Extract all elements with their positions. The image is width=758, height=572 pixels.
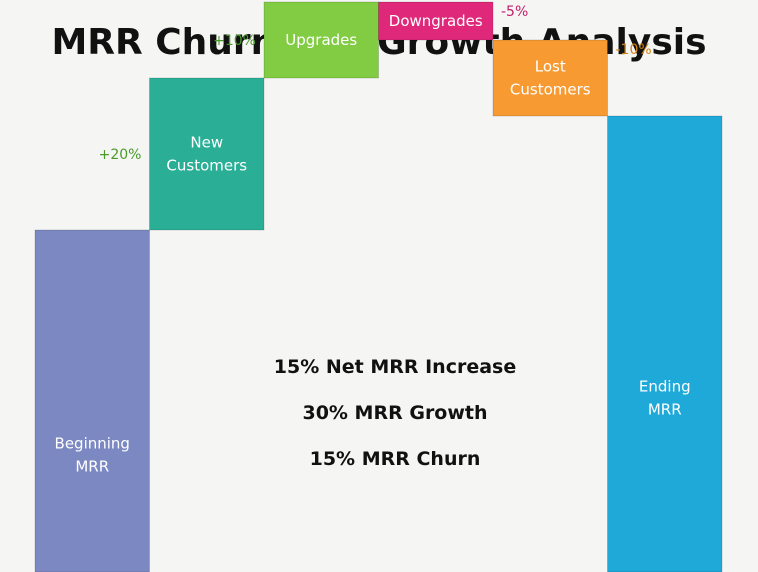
pct-label: -5% — [501, 4, 528, 20]
pct-label: +20% — [99, 147, 142, 163]
summary-growth: 30% MRR Growth — [302, 402, 488, 424]
bar-label: Ending — [639, 378, 691, 396]
summary-block: 15% Net MRR Increase 30% MRR Growth 15% … — [230, 350, 560, 488]
bar-new-customers — [149, 77, 265, 231]
bar-label: New — [190, 134, 223, 152]
pct-label: +10% — [213, 33, 256, 49]
bar-label: MRR — [75, 458, 109, 476]
bar-label: Beginning — [55, 435, 130, 453]
bar-upgrades — [263, 1, 379, 79]
bar-label: Downgrades — [389, 12, 483, 30]
bar-beginning-mrr — [34, 229, 150, 572]
summary-net-increase: 15% Net MRR Increase — [273, 356, 517, 378]
bar-label: Lost — [535, 58, 566, 76]
bar-ending-mrr — [607, 115, 723, 572]
pct-label: -10% — [616, 42, 652, 58]
bar-label: Customers — [166, 157, 247, 175]
summary-churn: 15% MRR Churn — [309, 448, 481, 470]
bar-lost-customers — [492, 39, 608, 117]
bar-label: MRR — [648, 401, 682, 419]
bar-downgrades — [378, 1, 494, 41]
bar-label: Customers — [510, 81, 591, 99]
bar-label: Upgrades — [285, 31, 357, 49]
